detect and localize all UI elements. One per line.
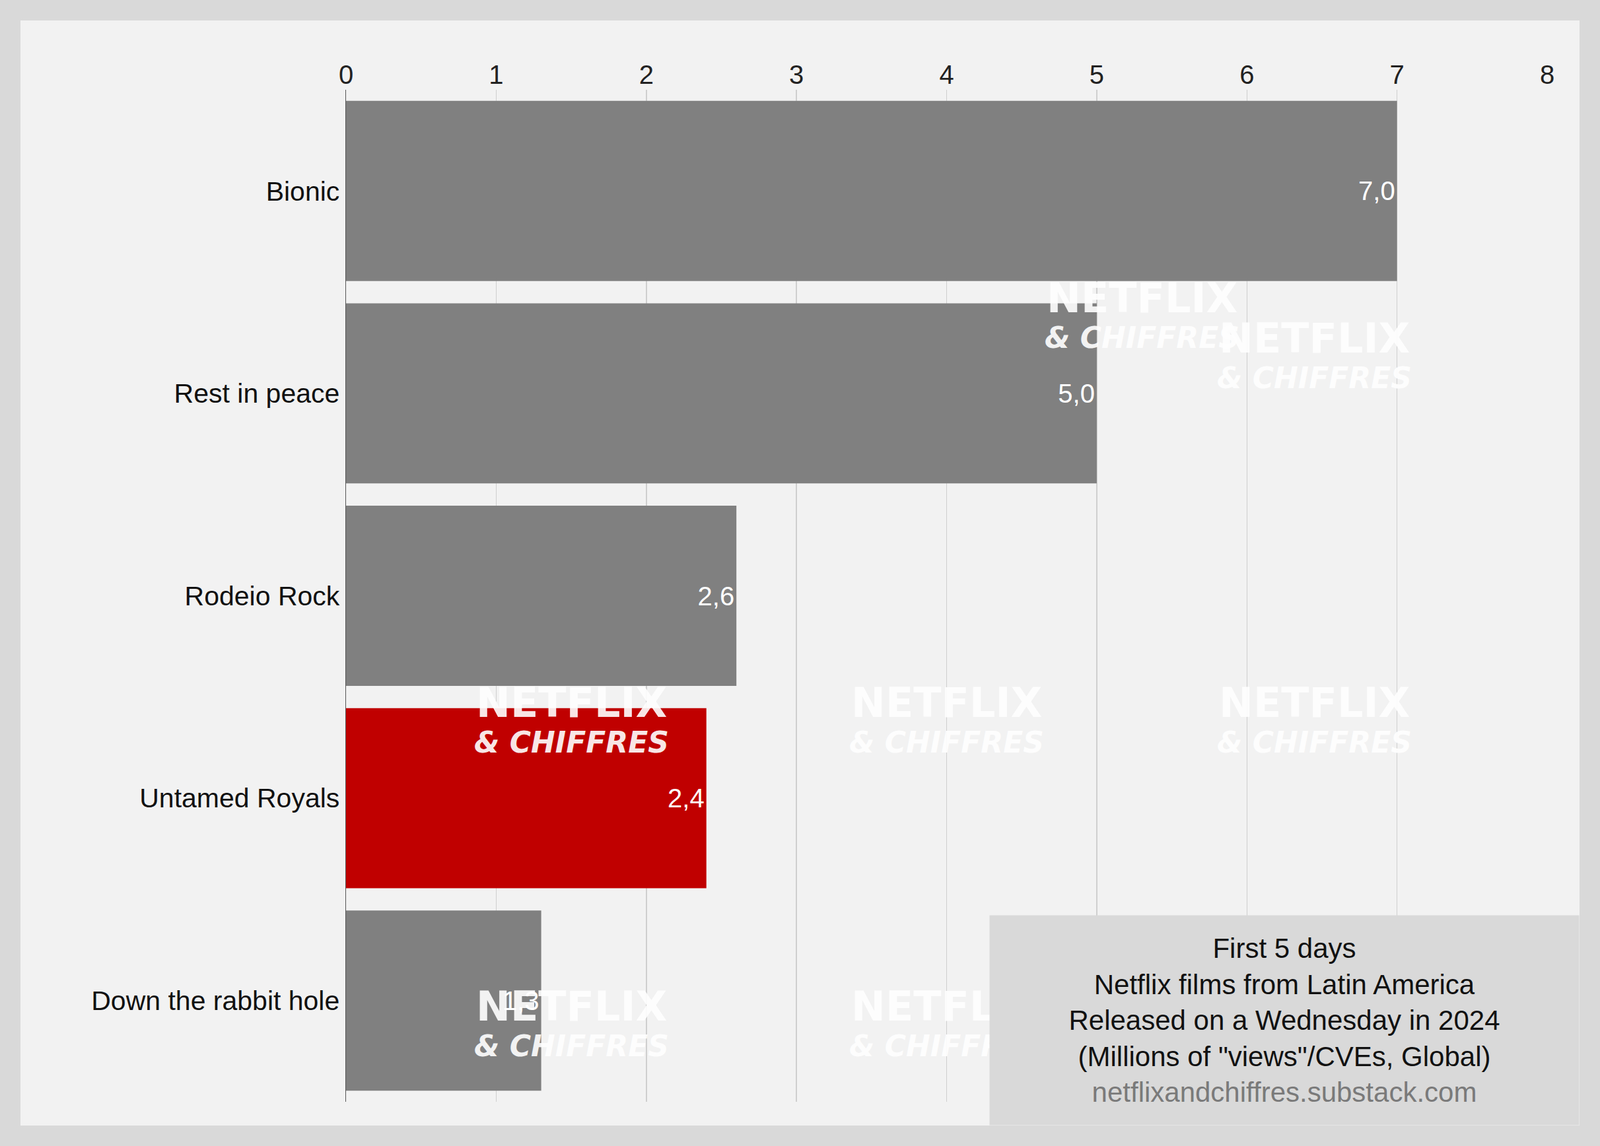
svg-text:& CHIFFRES: & CHIFFRES [849,1029,1044,1064]
svg-text:6: 6 [1239,60,1254,90]
svg-text:& CHIFFRES: & CHIFFRES [1217,725,1412,760]
svg-text:NETFLIX: NETFLIX [1218,678,1410,728]
svg-text:5: 5 [1089,60,1105,90]
svg-text:7,0: 7,0 [1358,176,1396,206]
svg-text:& CHIFFRES: & CHIFFRES [1217,361,1412,395]
svg-text:NETFLIX: NETFLIX [476,678,667,728]
svg-text:0: 0 [338,60,354,90]
svg-text:Rest in peace: Rest in peace [174,378,341,409]
svg-text:3: 3 [789,60,804,90]
svg-text:NETFLIX: NETFLIX [851,678,1043,728]
svg-text:& CHIFFRES: & CHIFFRES [474,1029,669,1064]
svg-text:Untamed Royals: Untamed Royals [139,783,340,814]
svg-text:NETFLIX: NETFLIX [851,982,1043,1031]
svg-text:NETFLIX: NETFLIX [476,982,667,1031]
svg-text:4: 4 [939,60,954,90]
svg-text:5,0: 5,0 [1057,379,1095,409]
svg-text:& CHIFFRES: & CHIFFRES [1217,1029,1412,1064]
svg-text:& CHIFFRES: & CHIFFRES [849,725,1044,760]
svg-text:NETFLIX: NETFLIX [1218,982,1410,1031]
svg-text:2,4: 2,4 [667,783,705,813]
svg-text:1: 1 [488,60,504,90]
svg-text:Bionic: Bionic [266,176,341,207]
svg-text:2: 2 [639,60,654,90]
svg-text:First 5 daysNetflix films from: First 5 daysNetflix films from Latin Ame… [1068,933,1500,1109]
svg-text:8: 8 [1539,60,1555,90]
svg-text:Down the rabbit hole: Down the rabbit hole [91,985,340,1017]
svg-text:& CHIFFRES: & CHIFFRES [1044,320,1240,355]
svg-text:1,3: 1,3 [502,986,540,1016]
svg-text:7: 7 [1390,60,1405,90]
svg-text:NETFLIX: NETFLIX [1218,314,1410,363]
svg-text:& CHIFFRES: & CHIFFRES [474,725,669,760]
svg-text:Rodeio Rock: Rodeio Rock [184,581,341,612]
svg-text:NETFLIX: NETFLIX [1046,274,1238,323]
svg-text:2,6: 2,6 [697,581,735,611]
